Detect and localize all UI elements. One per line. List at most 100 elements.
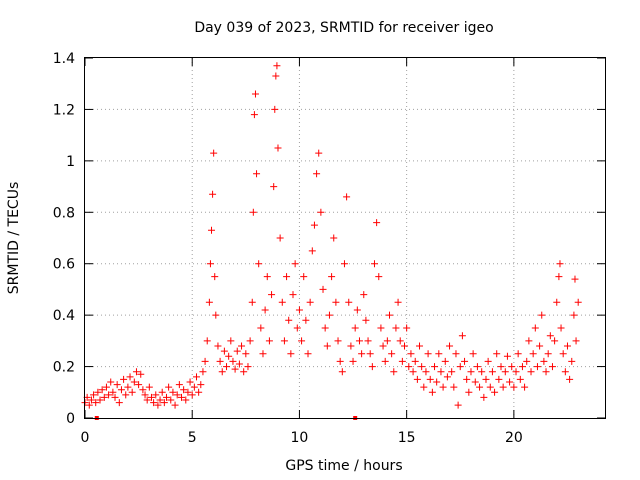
x-tick-label: 10 [291, 430, 309, 446]
data-point [375, 273, 383, 281]
data-point [87, 396, 95, 404]
data-point [510, 383, 518, 391]
data-point [328, 273, 336, 281]
x-tick-label: 0 [81, 430, 90, 446]
data-point [268, 291, 276, 299]
data-point [516, 375, 524, 383]
data-point [373, 219, 381, 227]
data-point [295, 306, 303, 314]
data-point [240, 368, 248, 376]
data-point [132, 368, 140, 376]
data-point [216, 357, 224, 365]
data-point [544, 350, 552, 358]
data-point [180, 386, 188, 394]
data-point [495, 375, 503, 383]
data-point [300, 273, 308, 281]
data-point [124, 383, 132, 391]
data-point [113, 381, 121, 389]
data-point [109, 388, 117, 396]
data-point [454, 401, 462, 409]
data-point [465, 388, 473, 396]
data-point [358, 350, 366, 358]
data-point [364, 337, 372, 345]
data-point [467, 368, 475, 376]
data-point [135, 381, 143, 389]
data-point [246, 337, 254, 345]
data-point [556, 260, 564, 268]
data-point [433, 378, 441, 386]
data-point [351, 324, 359, 332]
data-point [450, 383, 458, 391]
data-point [555, 273, 563, 281]
data-point [244, 363, 252, 371]
data-point [491, 388, 499, 396]
data-point [418, 363, 426, 371]
data-point [263, 273, 271, 281]
data-point [280, 337, 288, 345]
x-axis-label: GPS time / hours [285, 458, 402, 474]
data-point [289, 291, 297, 299]
data-point [98, 386, 106, 394]
data-point [238, 342, 246, 350]
data-point [304, 350, 312, 358]
data-point [488, 368, 496, 376]
data-point [538, 311, 546, 319]
data-point [523, 357, 531, 365]
data-point [441, 357, 449, 365]
data-point [330, 234, 338, 242]
data-point [497, 363, 505, 371]
data-point [92, 399, 100, 407]
data-point [276, 234, 284, 242]
data-point [257, 324, 265, 332]
data-point [242, 350, 250, 358]
data-point [443, 373, 451, 381]
data-point [171, 401, 179, 409]
data-point [529, 350, 537, 358]
data-point [199, 368, 207, 376]
data-point [306, 298, 314, 306]
data-point [188, 391, 196, 399]
data-point [205, 298, 213, 306]
data-point [182, 396, 190, 404]
data-point [270, 183, 278, 191]
data-point [209, 190, 217, 198]
data-point [377, 324, 385, 332]
x-tick-label: 20 [505, 430, 523, 446]
data-point [102, 383, 110, 391]
data-point [571, 275, 579, 283]
data-point [94, 388, 102, 396]
data-point [536, 342, 544, 350]
data-point [461, 357, 469, 365]
data-point [379, 342, 387, 350]
data-point [195, 388, 203, 396]
data-point [259, 350, 267, 358]
data-point [190, 383, 198, 391]
data-point [271, 105, 279, 113]
data-point [214, 342, 222, 350]
data-point [390, 368, 398, 376]
data-point [559, 350, 567, 358]
data-point [407, 350, 415, 358]
data-point [411, 357, 419, 365]
data-point [141, 391, 149, 399]
y-tick-label: 1 [66, 154, 75, 170]
y-tick-label: 1.2 [53, 102, 75, 118]
data-point [347, 342, 355, 350]
data-point [85, 401, 93, 409]
data-point [208, 226, 216, 234]
data-point [340, 260, 348, 268]
data-point [223, 363, 231, 371]
data-point [160, 399, 168, 407]
data-point [540, 357, 548, 365]
data-point [107, 378, 115, 386]
data-point [126, 373, 134, 381]
data-point [353, 306, 361, 314]
data-point [426, 375, 434, 383]
data-point [139, 386, 147, 394]
data-point [145, 383, 153, 391]
x-tick-label: 5 [188, 430, 197, 446]
data-point [383, 337, 391, 345]
data-point [469, 350, 477, 358]
data-point [225, 352, 233, 360]
data-point [332, 298, 340, 306]
